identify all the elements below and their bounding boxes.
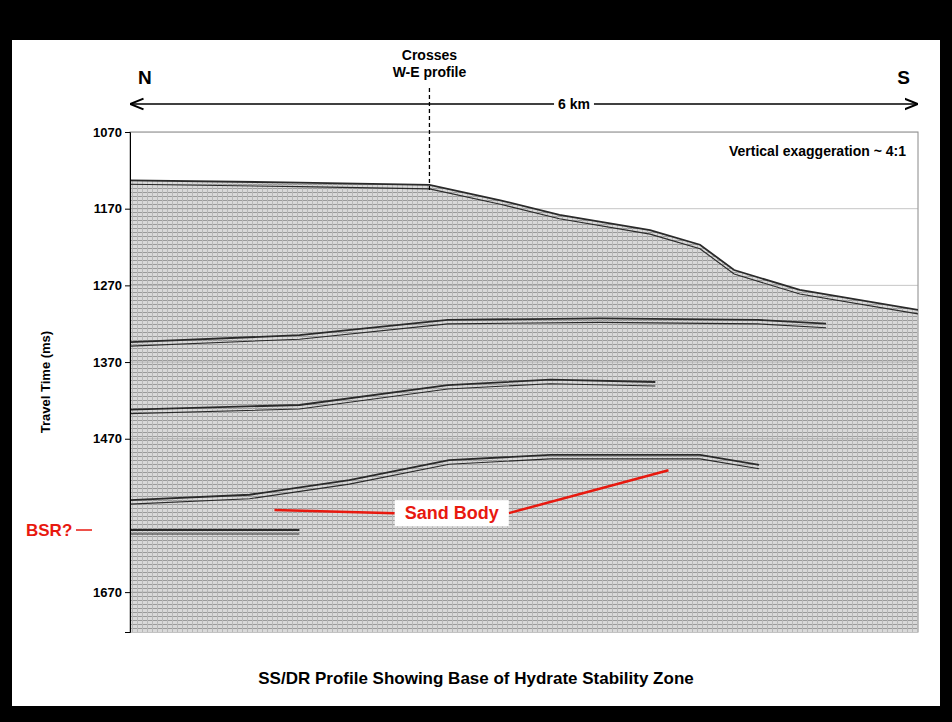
- grid-line: [130, 592, 918, 593]
- tick-label: 1270: [93, 278, 122, 293]
- tick-label: 1670: [93, 585, 122, 600]
- leader-line: [274, 510, 394, 513]
- tick-label: 1370: [93, 355, 122, 370]
- direction-label: N: [138, 67, 152, 88]
- crossing-label: CrossesW-E profile: [393, 47, 467, 80]
- note: Vertical exaggeration ~ 4:1: [729, 143, 906, 159]
- reflector: [130, 184, 918, 314]
- reflector: [130, 318, 826, 342]
- reflector: [130, 384, 655, 414]
- bsr-label: BSR?: [26, 521, 72, 540]
- seismic-texture: [130, 180, 918, 632]
- tick-label: 1470: [93, 431, 122, 446]
- grid-line: [130, 132, 918, 133]
- tick-mark: [125, 439, 130, 440]
- tick: 1270: [93, 278, 130, 293]
- grid-line: [130, 208, 918, 209]
- title: SS/DR Profile Showing Base of Hydrate St…: [258, 669, 693, 688]
- sand-body-label: Sand Body: [405, 503, 499, 523]
- tick: 1070: [93, 125, 130, 140]
- reflector: [130, 322, 826, 346]
- tick-label: 1170: [94, 201, 122, 216]
- reflector: [130, 180, 918, 310]
- grid-line: [130, 362, 918, 363]
- chart-root: 1070 1170 1270 1370 1470 1670 Travel Time (ms)…: [0, 0, 952, 722]
- tick: 1170: [94, 201, 130, 216]
- reflector: [130, 533, 299, 534]
- background: [0, 0, 952, 722]
- label-patch: [395, 500, 509, 526]
- tick-mark: [125, 285, 130, 286]
- panel: [12, 40, 940, 706]
- data-layer: [130, 132, 918, 632]
- direction-label: S: [897, 67, 910, 88]
- tick-mark: [125, 592, 130, 593]
- reflector: [130, 455, 759, 500]
- reflector: [130, 529, 299, 531]
- distance-label: 6 km: [558, 96, 590, 112]
- grid-line: [130, 285, 918, 286]
- y-axis: 1070 1170 1270 1370 1470 1670: [93, 125, 130, 633]
- distance-arrow: [130, 103, 918, 105]
- tick: 1470: [93, 431, 130, 446]
- tick-mark: [125, 132, 130, 133]
- bsr-tick: [76, 529, 92, 531]
- label-patch: [554, 96, 594, 112]
- plot-frame: [130, 132, 918, 632]
- crossing-line: [429, 88, 430, 191]
- reflector: [130, 459, 759, 504]
- y-axis-title: Travel Time (ms): [38, 331, 53, 433]
- tick: 1370: [93, 355, 130, 370]
- tick-label: 1070: [93, 125, 122, 140]
- tick-mark: [125, 209, 130, 210]
- leader-line: [509, 470, 669, 513]
- axis-line: [125, 133, 131, 633]
- tick: 1670: [93, 585, 130, 600]
- tick-mark: [125, 362, 130, 363]
- grid-line: [130, 438, 918, 439]
